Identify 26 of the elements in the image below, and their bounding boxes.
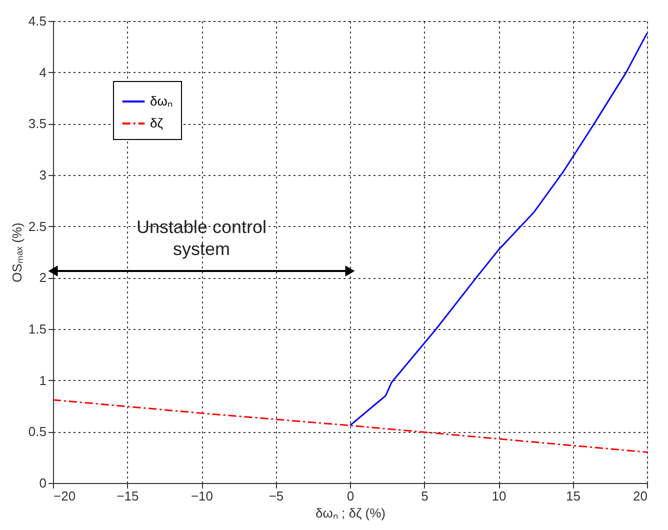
y-tick-label: 4.5 [28, 14, 46, 28]
x-tick-label: −15 [116, 488, 139, 504]
x-tick-label: −5 [268, 488, 284, 504]
y-tick-label: 3.5 [28, 116, 46, 132]
y-axis-title: OSₘₐₓ (%) [9, 222, 24, 282]
y-tick-label: 0.5 [28, 424, 46, 440]
x-tick-label: 10 [492, 488, 506, 504]
y-tick-label: 3 [39, 168, 46, 182]
y-tick-label: 2 [39, 270, 46, 286]
x-tick-label: 5 [421, 488, 428, 504]
x-tick-label: 20 [633, 488, 648, 504]
line-series [349, 32, 648, 426]
y-tick-label: 1.5 [28, 322, 46, 336]
annotation: Unstable control system [136, 217, 267, 259]
x-tick-label: −10 [190, 488, 214, 504]
y-tick-label: 4 [39, 64, 46, 80]
y-tick-label: 2.5 [28, 218, 46, 234]
x-axis-title: δωₙ ; δζ (%) [315, 506, 386, 520]
line-series [52, 399, 648, 453]
legend-label: δωₙ [150, 94, 172, 108]
legend-label: δζ [150, 116, 164, 130]
x-tick-label: 0 [346, 488, 354, 504]
x-tick-label: 15 [566, 488, 580, 504]
y-tick-label: 0 [39, 476, 46, 490]
y-tick-label: 1 [39, 372, 46, 388]
x-tick-label: −20 [54, 488, 76, 504]
